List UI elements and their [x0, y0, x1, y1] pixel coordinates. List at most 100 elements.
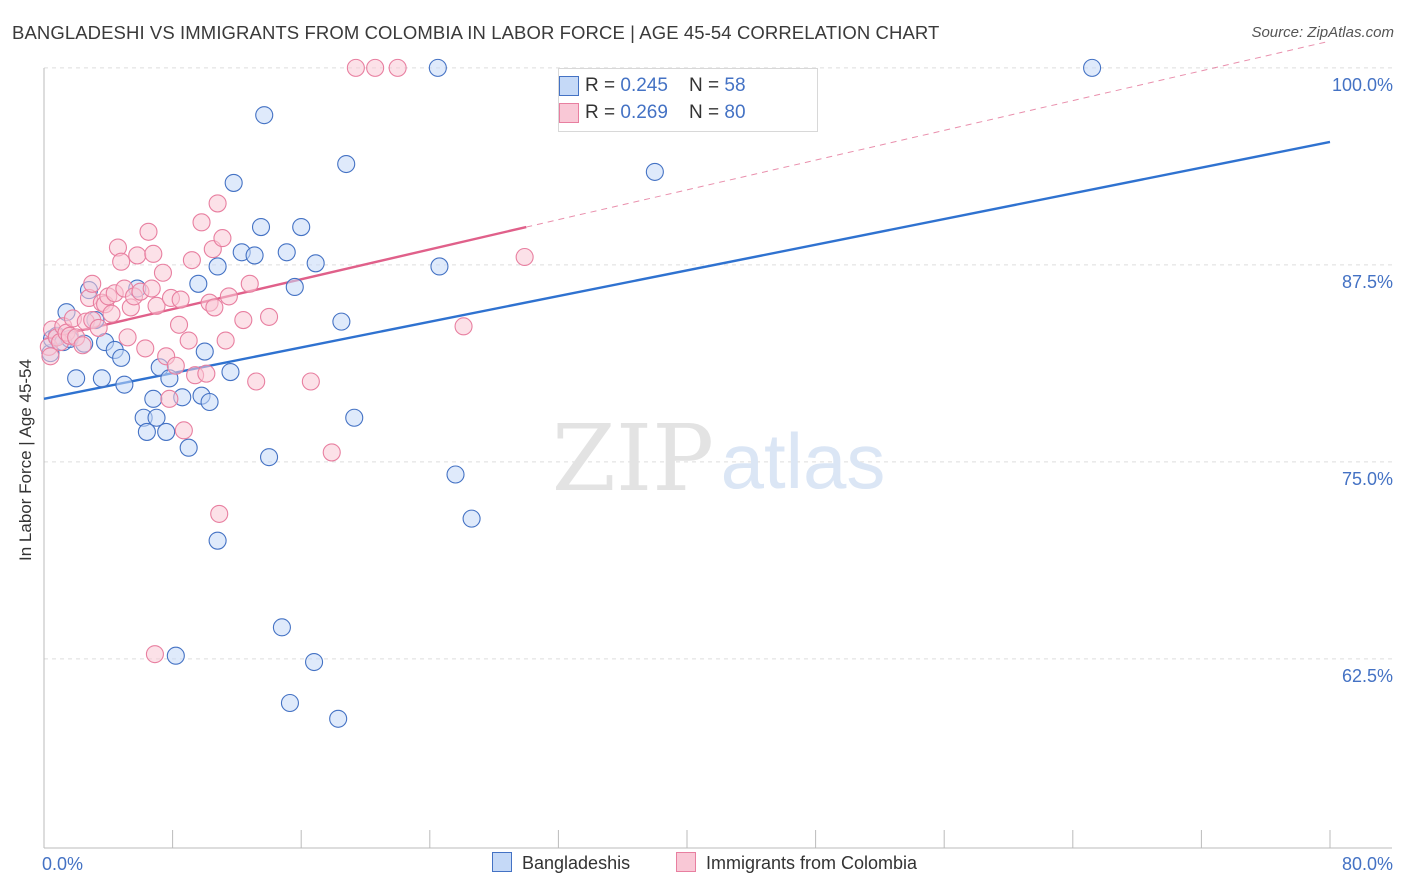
data-point-pink: [213, 229, 232, 248]
data-point-blue: [1083, 58, 1102, 77]
trend-lines: [43, 40, 1331, 401]
data-point-pink: [145, 645, 164, 664]
data-point-pink: [301, 372, 320, 391]
data-point-pink: [136, 339, 155, 358]
data-point-blue: [221, 362, 240, 382]
x-tick-label: 0.0%: [42, 854, 83, 874]
data-point-pink: [259, 307, 279, 326]
data-point-blue: [285, 277, 304, 296]
chart-title: BANGLADESHI VS IMMIGRANTS FROM COLOMBIA …: [12, 22, 940, 43]
data-point-blue: [292, 218, 311, 237]
legend-row-colombia: R = 0.269 N = 80: [559, 102, 746, 124]
watermark-zip: ZIP: [552, 405, 714, 512]
legend-r-label: R =: [585, 102, 621, 123]
data-point-blue: [251, 218, 271, 237]
data-point-pink: [247, 372, 266, 391]
data-point-pink: [210, 504, 229, 523]
data-point-pink: [174, 421, 193, 440]
legend-n-value: 58: [724, 75, 746, 96]
data-point-pink: [139, 222, 158, 241]
y-tick-label: 87.5%: [1342, 272, 1393, 292]
data-point-pink: [322, 443, 341, 462]
legend-n-value: 80: [724, 102, 746, 123]
data-point-blue: [462, 509, 481, 528]
data-point-pink: [169, 315, 189, 334]
data-point-blue: [329, 709, 348, 728]
legend-n-label: N =: [689, 102, 725, 123]
data-point-blue: [137, 422, 156, 441]
data-point-blue: [645, 162, 664, 181]
data-point-blue: [92, 369, 111, 388]
data-point-pink: [197, 364, 216, 383]
data-point-blue: [272, 618, 291, 637]
trend-extension-pink: [526, 40, 1331, 228]
data-point-pink: [144, 244, 163, 263]
bottom-legend-bangladeshis: Bangladeshis: [492, 852, 630, 874]
data-point-blue: [157, 422, 176, 441]
data-point-pink: [182, 251, 201, 270]
legend-r-value: 0.245: [620, 75, 668, 96]
y-tick-label: 75.0%: [1342, 469, 1393, 489]
legend-r-label: R =: [585, 75, 621, 96]
data-point-pink: [205, 298, 224, 317]
data-point-pink: [83, 274, 102, 293]
data-point-pink: [219, 287, 238, 306]
data-point-pink: [179, 331, 198, 350]
data-point-blue: [337, 154, 356, 174]
bottom-legend-swatch-blue: [492, 852, 512, 872]
data-point-pink: [388, 58, 407, 77]
data-point-blue: [144, 389, 163, 408]
data-point-pink: [346, 58, 365, 77]
data-point-pink: [89, 318, 108, 337]
data-point-pink: [41, 347, 60, 366]
data-point-pink: [240, 274, 259, 293]
data-point-blue: [224, 173, 243, 192]
data-point-blue: [446, 465, 465, 484]
data-point-pink: [454, 317, 473, 336]
trend-line-pink: [43, 225, 527, 341]
data-point-blue: [112, 348, 131, 367]
gridlines: [44, 67, 1392, 660]
data-point-pink: [153, 263, 173, 282]
bottom-legend-label: Bangladeshis: [522, 853, 631, 873]
data-point-blue: [189, 274, 208, 293]
data-point-blue: [245, 246, 264, 265]
legend-row-bangladeshis: R = 0.245 N = 58: [559, 75, 746, 97]
data-point-blue: [115, 375, 134, 394]
data-point-pink: [112, 252, 131, 271]
data-point-pink: [160, 389, 179, 408]
data-point-blue: [147, 408, 166, 427]
data-point-blue: [306, 254, 325, 273]
data-point-pink: [515, 247, 534, 267]
legend-n-label: N =: [689, 75, 725, 96]
y-axis-label: In Labor Force | Age 45-54: [16, 359, 35, 561]
x-tick-labels: 0.0% 80.0%: [42, 854, 1393, 874]
data-point-blue: [67, 369, 86, 388]
data-point-blue: [280, 693, 299, 713]
data-point-pink: [142, 279, 161, 298]
data-point-blue: [305, 652, 324, 672]
data-point-blue: [166, 646, 185, 665]
data-point-blue: [255, 106, 274, 125]
data-point-pink: [128, 246, 147, 265]
legend-swatch-blue: [559, 76, 579, 96]
bottom-legend-colombia: Immigrants from Colombia: [676, 852, 917, 874]
data-point-blue: [179, 438, 198, 457]
legend-r-value: 0.269: [620, 102, 668, 123]
legend: R = 0.245 N = 58 R = 0.269 N = 80: [558, 68, 818, 132]
watermark-atlas: atlas: [721, 417, 886, 505]
data-point-pink: [102, 304, 121, 323]
source-label: Source: ZipAtlas.com: [1251, 24, 1394, 41]
data-point-blue: [428, 58, 447, 77]
bottom-legend-label: Immigrants from Colombia: [706, 853, 918, 873]
legend-swatch-pink: [559, 103, 579, 123]
data-point-pink: [216, 331, 235, 350]
data-point-blue: [208, 531, 227, 550]
watermark: ZIP atlas: [552, 405, 885, 512]
y-tick-labels: 62.5% 75.0% 87.5% 100.0%: [1332, 75, 1393, 686]
data-point-pink: [166, 356, 185, 375]
bottom-legend-swatch-pink: [676, 852, 696, 872]
x-tick-label: 80.0%: [1342, 854, 1393, 874]
data-point-blue: [200, 392, 219, 412]
